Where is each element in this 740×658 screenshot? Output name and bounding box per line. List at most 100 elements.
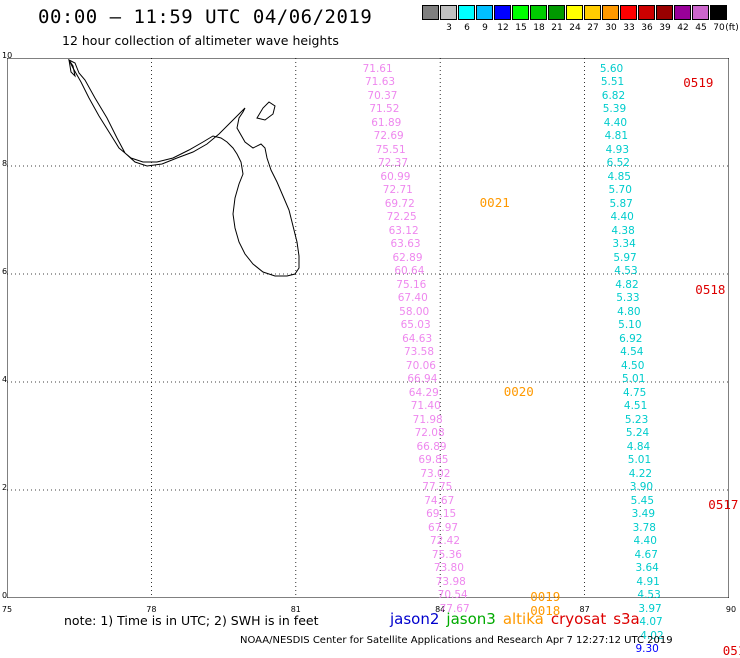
pass-time-altika: 0021 <box>479 195 510 211</box>
swh-value-cryosat: 5.39 <box>602 103 627 116</box>
legend-item-s3a: s3a <box>613 610 640 628</box>
scale-swatch <box>458 5 475 20</box>
scale-swatch <box>530 5 547 20</box>
swh-value-cryosat: 5.24 <box>625 427 650 440</box>
scale-label: 42 <box>677 23 689 33</box>
lat-tick-label: 10 <box>2 51 13 60</box>
swh-value-altika: 67.40 <box>397 292 428 305</box>
swh-value-cryosat: 4.02 <box>640 629 664 642</box>
swh-value-altika: 74.67 <box>424 494 455 507</box>
swh-value-altika: 60.64 <box>394 265 425 278</box>
swh-value-altika: 72.69 <box>373 130 404 143</box>
swh-value-cryosat: 5.51 <box>600 76 625 89</box>
swh-value-altika: 71.52 <box>369 103 400 116</box>
scale-label: 36 <box>641 23 653 33</box>
swh-value-cryosat: 5.23 <box>624 413 649 426</box>
swh-value-cryosat: 4.40 <box>603 116 628 129</box>
scale-swatch <box>512 5 529 20</box>
swh-value-altika: 66.94 <box>407 373 438 386</box>
pass-time-cryosat: 0519 <box>683 75 714 91</box>
scale-swatch <box>422 5 439 20</box>
scale-label: 3 <box>446 23 452 33</box>
scale-swatch <box>548 5 565 20</box>
scale-label: 24 <box>569 23 581 33</box>
swh-value-altika: 72.37 <box>377 157 409 170</box>
swh-value-cryosat: 5.60 <box>599 62 624 75</box>
swh-value-cryosat: 4.51 <box>623 400 648 413</box>
swh-value-altika: 63.63 <box>390 238 421 251</box>
swh-value-cryosat: 4.67 <box>634 548 658 561</box>
scale-swatch <box>692 5 709 20</box>
pass-time-cryosat: 0517 <box>708 496 739 512</box>
scale-label: 30 <box>605 23 617 33</box>
swh-value-cryosat: 4.91 <box>636 575 660 588</box>
swh-value-cryosat: 4.38 <box>611 224 635 237</box>
swh-value-altika: 64.63 <box>402 332 433 345</box>
page-subtitle: 12 hour collection of altimeter wave hei… <box>62 33 339 48</box>
lon-tick-label: 90 <box>725 605 737 614</box>
swh-value-altika: 75.36 <box>431 548 462 561</box>
swh-value-cryosat: 4.75 <box>622 386 647 399</box>
lon-tick-label: 78 <box>146 605 157 614</box>
swh-value-s3a: 9.30 <box>635 643 659 656</box>
swh-value-cryosat: 3.49 <box>631 508 656 521</box>
scale-swatch <box>584 5 601 20</box>
swh-value-cryosat: 5.70 <box>608 184 632 197</box>
scale-swatch <box>638 5 655 20</box>
swh-value-cryosat: 5.01 <box>627 454 652 467</box>
swh-value-altika: 70.06 <box>405 359 436 372</box>
swh-value-cryosat: 4.22 <box>628 467 653 480</box>
swh-value-cryosat: 4.53 <box>637 589 661 602</box>
lat-tick-label: 6 <box>2 267 8 276</box>
swh-value-altika: 61.89 <box>371 116 402 129</box>
swh-value-altika: 71.61 <box>362 62 393 75</box>
swh-value-altika: 71.98 <box>412 413 443 426</box>
scale-swatch <box>566 5 583 20</box>
lon-tick-label: 81 <box>290 605 301 614</box>
scale-swatch <box>476 5 493 20</box>
lon-tick-label: 84 <box>435 605 446 614</box>
scale-swatch <box>602 5 619 20</box>
swh-value-cryosat: 6.52 <box>606 157 630 170</box>
scale-swatch <box>674 5 691 20</box>
swh-value-altika: 75.51 <box>375 143 406 156</box>
footer-note: note: 1) Time is in UTC; 2) SWH is in fe… <box>64 613 319 628</box>
swh-value-cryosat: 4.84 <box>626 440 651 453</box>
scale-swatch <box>440 5 457 20</box>
scale-label: 70 <box>713 23 725 33</box>
swh-value-altika: 70.54 <box>437 589 468 602</box>
swh-value-cryosat: 4.93 <box>605 143 630 156</box>
swh-value-altika: 75.16 <box>396 278 427 291</box>
swh-value-altika: 66.89 <box>416 440 447 453</box>
swh-value-cryosat: 4.53 <box>614 265 638 278</box>
coastline-island <box>68 59 76 78</box>
swh-value-altika: 69.15 <box>426 508 457 521</box>
swh-value-cryosat: 4.40 <box>610 211 634 224</box>
lon-tick-label: 87 <box>579 605 590 614</box>
legend-item-jason2: jason2 <box>390 610 440 628</box>
swh-value-altika: 77.67 <box>439 602 470 615</box>
swh-value-altika: 77.75 <box>422 481 453 494</box>
swh-value-altika: 58.00 <box>399 305 430 318</box>
lon-tick-label: 75 <box>1 605 13 614</box>
scale-label: 15 <box>515 23 527 33</box>
scale-swatch <box>620 5 637 20</box>
swh-value-cryosat: 6.92 <box>619 332 643 345</box>
swh-value-altika: 60.99 <box>380 170 411 183</box>
scale-label: 45 <box>695 23 707 33</box>
swh-value-altika: 63.12 <box>388 224 419 237</box>
legend-item-jason3: jason3 <box>446 610 496 628</box>
scale-label: 6 <box>464 23 470 33</box>
scale-swatch <box>494 5 511 20</box>
swh-value-cryosat: 4.85 <box>607 170 631 183</box>
swh-value-cryosat: 4.40 <box>633 535 657 548</box>
scale-label: 39 <box>659 23 671 33</box>
swh-value-altika: 69.72 <box>384 197 415 210</box>
coastline <box>67 58 300 277</box>
pass-time-altika: 0018 <box>530 602 561 618</box>
swh-value-cryosat: 3.97 <box>638 602 662 615</box>
swh-value-altika: 71.40 <box>410 400 441 413</box>
swh-value-altika: 72.71 <box>382 184 413 197</box>
swh-value-cryosat: 5.33 <box>616 292 640 305</box>
swh-value-altika: 72.08 <box>414 427 445 440</box>
